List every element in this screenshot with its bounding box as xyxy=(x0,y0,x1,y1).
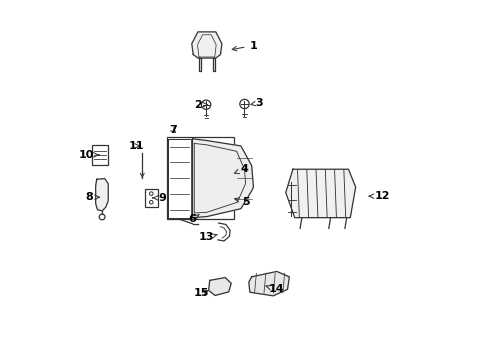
Polygon shape xyxy=(208,278,231,296)
Bar xyxy=(168,139,190,218)
Text: 3: 3 xyxy=(250,98,262,108)
Text: 7: 7 xyxy=(168,125,176,135)
Polygon shape xyxy=(96,179,108,211)
Text: 13: 13 xyxy=(199,232,217,242)
Text: 10: 10 xyxy=(78,150,99,160)
Polygon shape xyxy=(285,169,355,218)
Bar xyxy=(144,189,157,207)
Text: 8: 8 xyxy=(85,192,99,202)
Polygon shape xyxy=(192,139,253,218)
Bar xyxy=(92,145,107,165)
Polygon shape xyxy=(212,58,214,71)
Text: 11: 11 xyxy=(128,141,143,151)
Polygon shape xyxy=(248,271,289,296)
Text: 1: 1 xyxy=(232,41,257,51)
Bar xyxy=(167,137,233,220)
Text: 5: 5 xyxy=(234,197,249,207)
Text: 2: 2 xyxy=(194,100,207,110)
Text: 6: 6 xyxy=(188,214,199,224)
Text: 9: 9 xyxy=(152,193,165,203)
Text: 12: 12 xyxy=(368,191,389,201)
Text: 14: 14 xyxy=(265,284,284,294)
Text: 4: 4 xyxy=(234,164,248,174)
Polygon shape xyxy=(199,58,201,71)
Text: 15: 15 xyxy=(193,288,209,298)
Polygon shape xyxy=(191,32,222,58)
